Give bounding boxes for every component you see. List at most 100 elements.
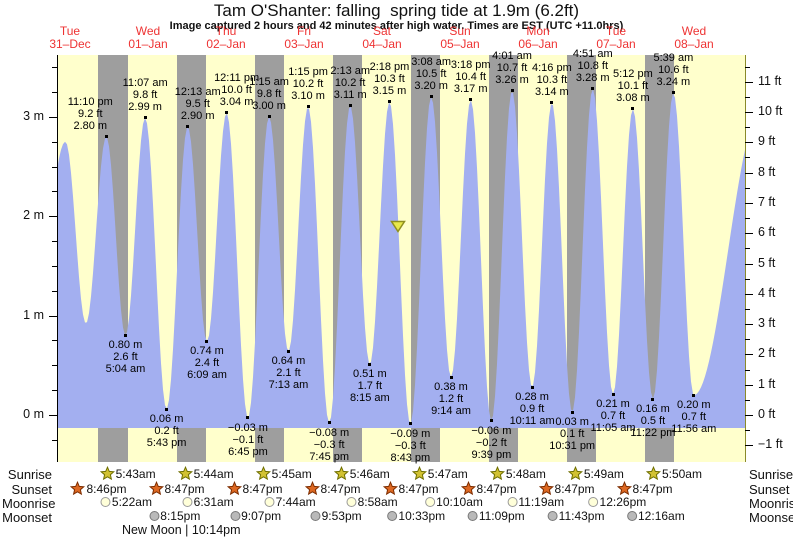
right-axis-tick xyxy=(745,127,750,129)
right-axis-tick xyxy=(745,384,753,386)
astro-time: 5:50am xyxy=(661,466,702,481)
right-axis-tick xyxy=(745,430,750,432)
moonset-icon xyxy=(467,511,478,521)
right-axis-label: 2 ft xyxy=(758,346,776,361)
right-axis-label: 8 ft xyxy=(758,164,776,179)
left-axis-tick xyxy=(52,91,57,93)
sunset-time: 8:47pm xyxy=(304,481,361,496)
high-tide-label: 2:18 pm 10.3 ft 3.15 m xyxy=(369,60,410,97)
left-axis-label: 0 m xyxy=(23,407,44,421)
tide-extreme-dot xyxy=(387,100,391,104)
right-axis-tick xyxy=(745,218,750,220)
astro-time: 5:45am xyxy=(271,466,312,481)
sunset-time: 8:47pm xyxy=(226,481,283,496)
right-axis-tick xyxy=(745,263,753,265)
right-axis-tick xyxy=(745,157,750,159)
sunset-star-icon xyxy=(616,481,632,496)
day-name: Mon xyxy=(526,24,550,38)
left-axis-tick xyxy=(52,340,57,342)
tide-extreme-dot xyxy=(267,115,271,119)
right-axis-tick xyxy=(745,112,753,113)
high-tide-label: 3:18 pm 10.4 ft 3.17 m xyxy=(450,58,491,95)
astro-time: 5:22am xyxy=(111,495,152,509)
right-axis-label: 4 ft xyxy=(758,285,776,300)
day-header: Sat 04–Jan xyxy=(362,25,401,51)
astro-time: 12:16am xyxy=(638,509,685,523)
tide-extreme-dot xyxy=(165,407,169,411)
moonset-time: 8:15pm xyxy=(149,509,200,523)
astro-row-label-left: Moonrise xyxy=(2,496,56,511)
moonrise-time: 6:31am xyxy=(182,495,234,509)
sunrise-time: 5:46am xyxy=(333,466,390,481)
moonrise-icon xyxy=(264,497,275,507)
tide-extreme-dot xyxy=(570,410,574,414)
tide-curve-svg xyxy=(57,89,745,428)
right-axis-tick xyxy=(745,202,753,204)
astro-time: 8:47pm xyxy=(632,481,673,496)
sunset-star-icon xyxy=(382,481,398,496)
astro-row-label-right: Moonrise xyxy=(749,496,793,511)
tide-extreme-dot xyxy=(611,392,615,396)
moonrise-icon xyxy=(425,497,436,507)
right-axis-tick xyxy=(745,66,750,68)
tide-extreme-dot xyxy=(510,89,514,93)
day-date: 08–Jan xyxy=(674,37,714,51)
astro-time: 8:58am xyxy=(357,495,398,509)
sunset-time: 8:47pm xyxy=(460,481,517,496)
high-tide-label: 1:15 pm 10.2 ft 3.10 m xyxy=(288,65,328,102)
tide-extreme-dot xyxy=(671,91,675,95)
right-axis-tick xyxy=(745,445,753,447)
right-axis-tick xyxy=(745,142,753,144)
astro-time: 5:44am xyxy=(193,466,234,481)
astro-row-label-right: Sunset xyxy=(749,482,790,497)
low-tide-label: −0.06 m −0.2 ft 9:39 pm xyxy=(471,424,512,461)
high-tide-label: 12:13 am 9.5 ft 2.90 m xyxy=(174,85,221,122)
day-name: Sun xyxy=(449,24,471,38)
tide-extreme-dot xyxy=(123,333,127,337)
astro-time: 11:43pm xyxy=(558,509,605,523)
right-axis-tick xyxy=(745,233,753,235)
tide-extreme-dot xyxy=(104,135,108,139)
astro-time: 8:47pm xyxy=(242,481,283,496)
triangle-down-icon xyxy=(390,220,407,234)
moonset-time: 11:09pm xyxy=(467,509,525,523)
tide-extreme-dot xyxy=(306,105,310,109)
moonrise-icon xyxy=(588,497,599,507)
tide-extreme-dot xyxy=(143,116,147,120)
moonrise-time: 12:26pm xyxy=(588,495,646,509)
left-axis-tick xyxy=(52,290,57,292)
low-tide-label: −0.09 m −0.3 ft 8:43 pm xyxy=(390,427,431,464)
low-tide-label: −0.08 m −0.3 ft 7:45 pm xyxy=(309,426,350,463)
tide-extreme-dot xyxy=(651,397,655,401)
low-tide-label: 0.80 m 2.6 ft 5:04 am xyxy=(105,339,146,376)
low-tide-label: 0.28 m 0.9 ft 10:11 am xyxy=(509,391,555,428)
left-axis-tick xyxy=(49,315,57,317)
sunrise-time: 5:49am xyxy=(567,466,624,481)
day-header: Wed 01–Jan xyxy=(128,25,167,51)
high-tide-label: 3:08 am 10.5 ft 3.20 m xyxy=(411,55,452,92)
day-name: Tue xyxy=(605,24,627,38)
day-header: Sun 05–Jan xyxy=(440,25,479,51)
day-name: Wed xyxy=(135,24,161,38)
high-tide-label: 4:16 pm 10.3 ft 3.14 m xyxy=(531,61,572,98)
moonset-icon xyxy=(230,511,241,521)
sunset-time: 8:47pm xyxy=(538,481,595,496)
moonrise-icon xyxy=(182,497,193,507)
current-level-marker-icon xyxy=(390,220,407,234)
sunset-star-icon xyxy=(460,481,476,496)
right-axis-label: 9 ft xyxy=(758,134,776,149)
sunrise-star-icon xyxy=(567,466,583,481)
tide-extreme-dot xyxy=(348,104,352,108)
left-axis-tick xyxy=(52,67,57,69)
sunrise-time: 5:50am xyxy=(645,466,702,481)
astro-time: 8:15pm xyxy=(160,509,201,523)
sunset-time: 8:47pm xyxy=(616,481,673,496)
astro-time: 8:47pm xyxy=(554,481,595,496)
right-axis-tick xyxy=(745,172,753,174)
right-axis-tick xyxy=(745,187,750,189)
tide-extreme-dot xyxy=(186,125,190,129)
astro-time: 5:46am xyxy=(349,466,390,481)
day-date: 03–Jan xyxy=(284,37,324,51)
right-axis-tick xyxy=(745,293,753,295)
right-axis-label: 7 ft xyxy=(758,194,776,209)
